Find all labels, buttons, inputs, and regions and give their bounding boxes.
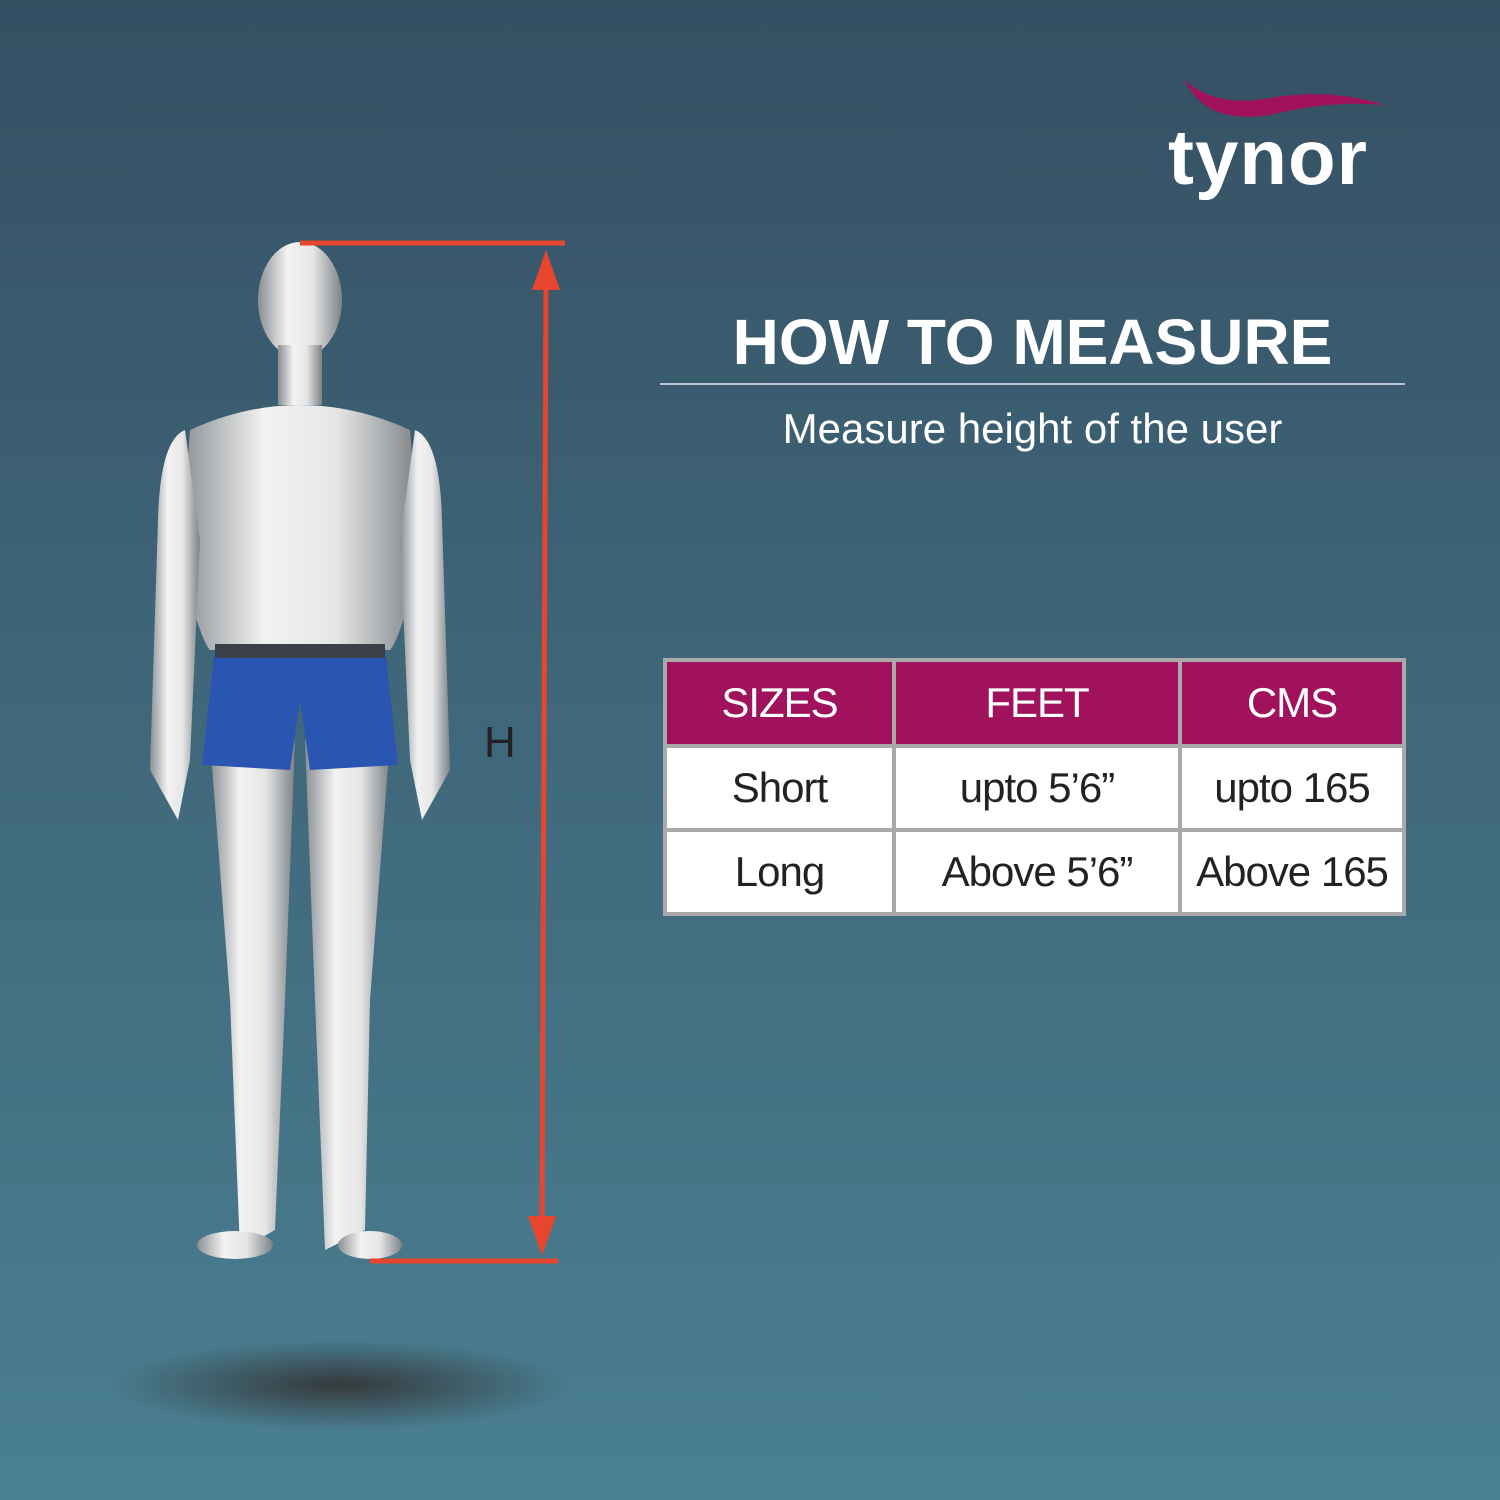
floor-shadow [110, 1340, 570, 1430]
brand-logo: tynor [1168, 113, 1368, 201]
brand-logo-swoosh-icon [1185, 80, 1385, 117]
size-chart-table: SIZES FEET CMS Short upto 5’6” upto 165 … [663, 658, 1406, 916]
divider [660, 383, 1405, 385]
cell-cms: Above 165 [1178, 828, 1406, 916]
column-header-feet: FEET [892, 658, 1182, 748]
cell-feet: upto 5’6” [892, 744, 1182, 832]
human-figure-illustration [110, 240, 570, 1430]
height-measure-line [300, 240, 565, 1264]
column-header-cms: CMS [1178, 658, 1406, 748]
cell-size: Short [663, 744, 896, 832]
cell-feet: Above 5’6” [892, 828, 1182, 916]
subtitle: Measure height of the user [782, 405, 1283, 452]
cell-cms: upto 165 [1178, 744, 1406, 832]
page-title: HOW TO MEASURE [732, 306, 1333, 378]
column-header-sizes: SIZES [663, 658, 896, 748]
height-label: H [484, 718, 516, 767]
table-row: Short upto 5’6” upto 165 [663, 744, 1406, 832]
table-row: Long Above 5’6” Above 165 [663, 828, 1406, 916]
cell-size: Long [663, 828, 896, 916]
shorts [202, 648, 398, 770]
table-header-row: SIZES FEET CMS [663, 658, 1406, 748]
